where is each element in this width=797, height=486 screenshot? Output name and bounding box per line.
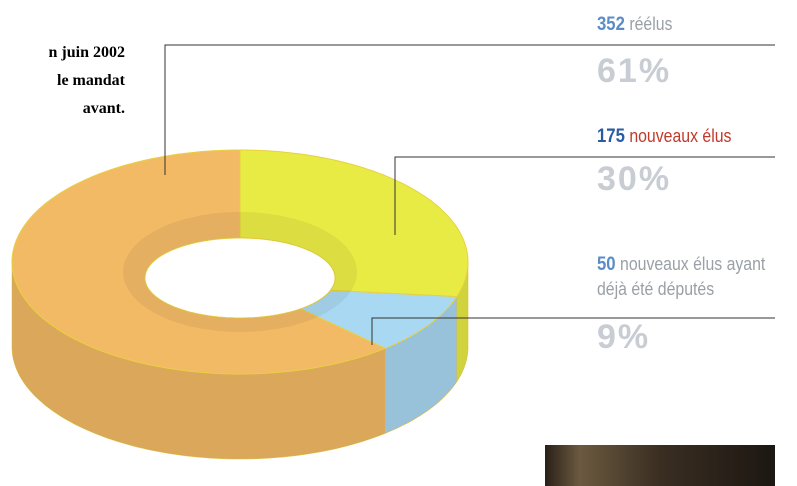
value-label: 61% bbox=[597, 52, 671, 91]
value-label: 30% bbox=[597, 160, 671, 199]
title-line: avant. bbox=[83, 100, 125, 117]
count: 50 bbox=[597, 254, 616, 275]
legend-entry: 352 réélus bbox=[597, 12, 769, 37]
page: n juin 2002 le mandat avant. 352 réélus 6… bbox=[0, 0, 797, 486]
legend-entry: 175 nouveaux élus bbox=[597, 124, 769, 149]
title-line: le mandat bbox=[57, 72, 126, 89]
category-label: réélus bbox=[629, 14, 672, 34]
chart: n juin 2002 le mandat avant. bbox=[0, 0, 797, 486]
donut bbox=[12, 150, 468, 459]
count: 175 bbox=[597, 126, 625, 147]
photo bbox=[545, 445, 775, 486]
count: 352 bbox=[597, 14, 625, 35]
category-label: nouveaux élus bbox=[629, 126, 731, 146]
legend-entry: 50 nouveaux élus ayant déjà été députés bbox=[597, 252, 769, 301]
title-line: n juin 2002 bbox=[49, 44, 125, 61]
inner-ring bbox=[123, 212, 357, 332]
category-label: nouveaux élus ayant déjà été députés bbox=[597, 254, 765, 299]
value-label: 9% bbox=[597, 318, 650, 357]
